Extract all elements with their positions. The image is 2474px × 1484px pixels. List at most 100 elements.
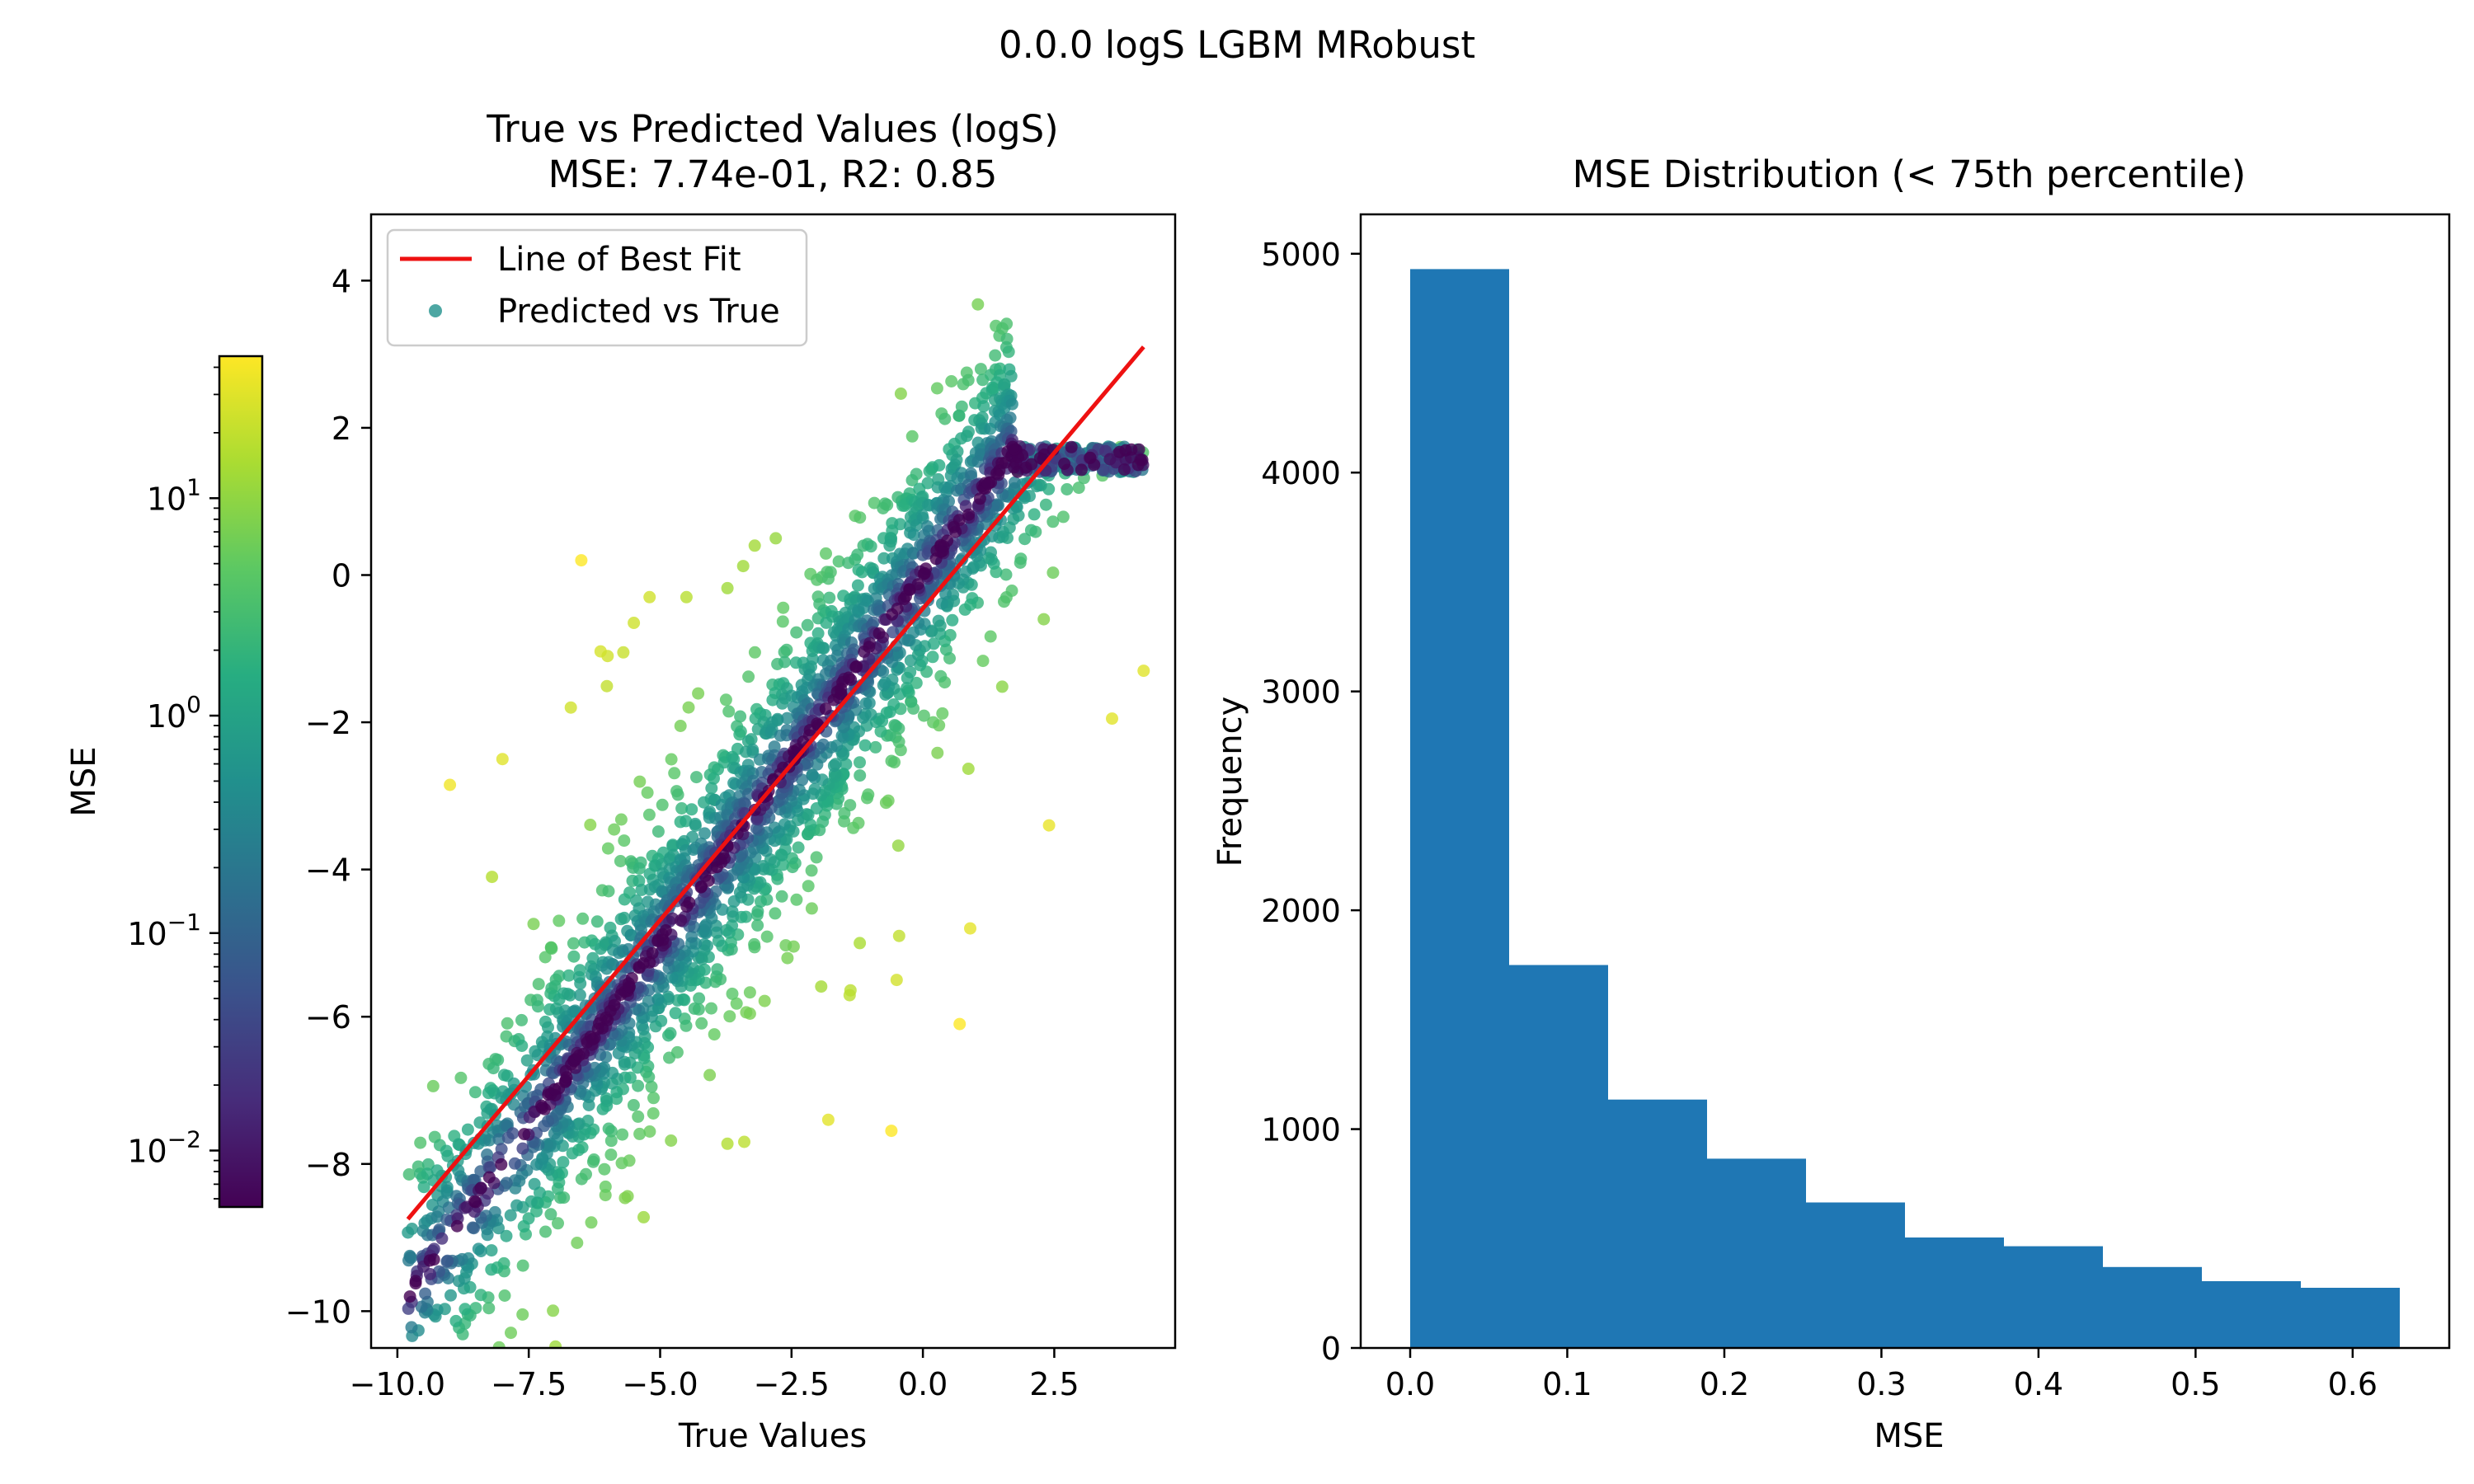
scatter-point [647,1107,660,1120]
scatter-point [985,546,997,559]
scatter-point [1037,448,1051,461]
scatter-point [990,467,1003,480]
scatter-point [802,880,815,893]
scatter-point [485,1244,498,1257]
scatter-point [539,951,552,964]
scatter-point [776,697,789,710]
scatter-point [962,763,975,775]
scatter-point [1047,566,1060,580]
scatter-y-tick-label: 0 [332,558,351,594]
scatter-point [727,895,741,908]
scatter-point [506,1127,520,1140]
scatter-point [552,1217,564,1230]
scatter-point [953,1017,967,1031]
scatter-point [560,1071,573,1084]
scatter-point [656,933,670,946]
scatter-point [518,1128,531,1141]
scatter-point [547,1304,560,1317]
scatter-point [822,572,835,585]
scatter-point [572,1049,586,1062]
histogram-x-ticks: 0.0 0.1 0.2 0.3 0.4 0.5 0.6 [1385,1348,2378,1402]
scatter-point [441,1149,454,1162]
scatter-point [485,1263,498,1276]
scatter-point [587,1153,600,1166]
scatter-point [668,767,681,780]
histogram-x-tick-label: 0.6 [2328,1366,2378,1402]
scatter-point [598,1162,611,1176]
scatter-point [510,1199,524,1212]
scatter-point [832,555,845,568]
scatter-point [751,904,764,918]
scatter-point [516,1308,529,1321]
scatter-point [1028,508,1041,521]
scatter-point [811,627,825,640]
scatter-x-label: True Values [678,1417,867,1455]
scatter-point [633,862,646,875]
scatter-point [663,1051,675,1064]
histogram-y-tick-label: 1000 [1261,1112,1341,1148]
scatter-point [1000,317,1014,331]
scatter-point [844,984,857,997]
scatter-point [720,923,733,937]
scatter-point [637,1210,650,1223]
scatter-y-tick-label: −6 [305,999,351,1036]
scatter-point [468,1086,482,1099]
histogram-bar [2103,1266,2202,1348]
scatter-point [662,1029,675,1042]
scatter-point [671,788,684,801]
scatter-x-ticks: −10.0 −7.5 −5.0 −2.5 0.0 2.5 [350,1348,1079,1402]
scatter-point [647,1004,660,1017]
scatter-point [971,298,985,311]
scatter-point [680,590,693,603]
scatter-point [553,914,566,928]
scatter-point [708,772,720,785]
scatter-point [835,683,848,696]
scatter-point [891,839,905,852]
histogram-bar [1410,269,1509,1348]
scatter-point [628,617,641,629]
best-fit-line [406,345,1145,1221]
scatter-point [987,382,1000,395]
scatter-point [486,871,499,884]
scatter-point [685,930,698,943]
legend: Line of Best Fit Predicted vs True [386,228,808,347]
scatter-point [633,775,647,788]
scatter-point [505,1327,517,1340]
scatter-point [474,1181,487,1195]
scatter-point [927,716,940,729]
legend-entry-best-fit: Line of Best Fit [497,241,741,279]
scatter-point [665,753,678,766]
scatter-point [698,827,711,840]
scatter-point [734,710,747,723]
scatter-y-ticks: −10 −8 −6 −4 −2 0 2 4 [285,263,371,1330]
histogram-x-tick-label: 0.3 [1856,1366,1906,1402]
scatter-points [402,298,1150,1348]
scatter-point [574,977,587,990]
scatter-point [819,702,832,716]
scatter-x-tick-label: −2.5 [754,1366,830,1402]
scatter-x-tick-label: −7.5 [491,1366,567,1402]
scatter-point [827,759,840,773]
scatter-point [444,778,457,791]
scatter-point [854,937,867,950]
scatter-point [858,708,872,721]
scatter-point [844,799,857,812]
scatter-point [627,1099,640,1111]
scatter-point [907,547,920,560]
scatter-point [430,1210,444,1223]
scatter-point [542,1021,554,1034]
histogram-bar [1608,1099,1707,1348]
scatter-point [444,1289,457,1302]
scatter-point [730,997,743,1010]
scatter-point [736,560,750,573]
scatter-point [553,970,566,983]
scatter-point [459,1303,472,1316]
scatter-point [736,880,750,893]
scatter-point [1058,458,1071,470]
scatter-point [877,552,891,565]
scatter-point [472,1242,485,1256]
scatter-point [921,477,934,490]
scatter-axes-frame [369,213,1177,1350]
scatter-title-line1: True vs Predicted Values (logS) [486,107,1058,151]
